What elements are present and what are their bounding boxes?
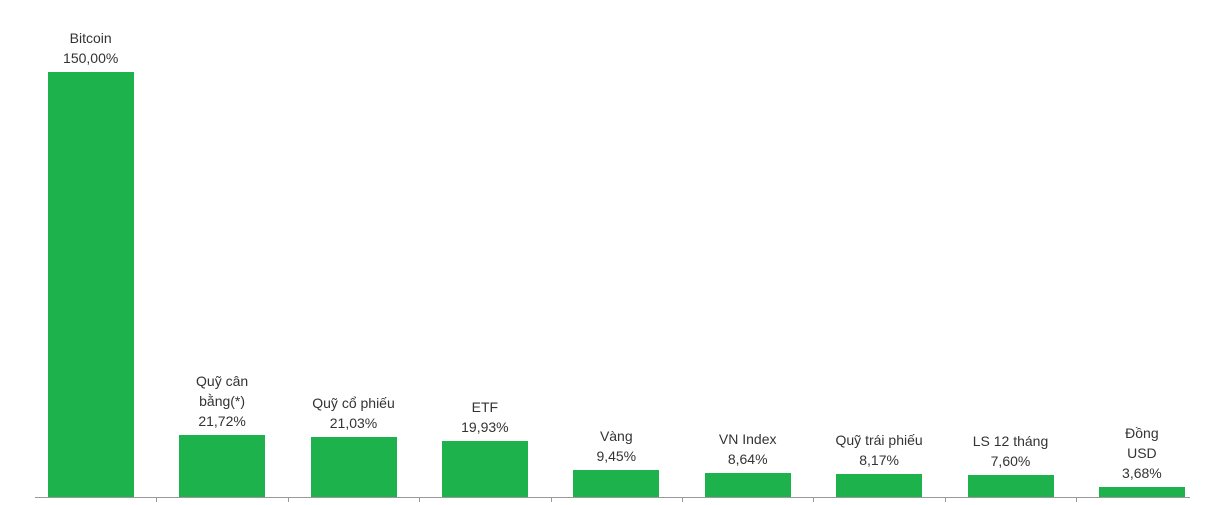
bar [310, 437, 397, 497]
bar [441, 440, 528, 497]
value-label: 19,93% [461, 418, 509, 435]
axis-separator [419, 497, 421, 502]
bar-label: Vàng 9,45% [551, 426, 681, 466]
category-label: Bitcoin [69, 30, 112, 46]
category-label: Quỹ trái phiếu [835, 431, 923, 448]
x-axis-line [35, 497, 1190, 498]
axis-separator [682, 497, 683, 502]
bar [179, 435, 266, 497]
bar [1098, 486, 1185, 497]
axis-separator [813, 497, 815, 502]
value-label: 21,03% [329, 415, 378, 432]
axis-separator [944, 497, 946, 502]
bar [967, 475, 1054, 497]
bar [573, 470, 660, 497]
bar [47, 72, 134, 497]
bar-label: VN Index 8,64% [683, 429, 813, 469]
axis-separator [287, 497, 289, 502]
axis-separator [1076, 497, 1078, 502]
category-label: Quỹ cân bằng(*) [196, 373, 249, 410]
value-label: 21,72% [198, 413, 246, 430]
value-label: 9,45% [596, 448, 637, 465]
category-label: Quỹ cổ phiếu [312, 395, 395, 412]
category-label: ETF [471, 398, 499, 415]
bar [836, 473, 923, 497]
bar-label: Đồng USD 3,68% [1112, 423, 1172, 483]
bar [704, 472, 791, 497]
category-label: Vàng [599, 428, 633, 445]
bar-label: Quỹ cổ phiếu 21,03% [289, 393, 419, 433]
category-label: VN Index [718, 430, 777, 447]
bar-label: ETF 19,93% [420, 397, 550, 437]
category-label: Đồng USD [1125, 424, 1159, 461]
value-label: 7,60% [990, 453, 1031, 470]
axis-separator [156, 497, 158, 502]
value-label: 3,68% [1122, 464, 1162, 481]
axis-separator [550, 497, 552, 502]
value-label: 8,64% [727, 450, 768, 467]
value-label: 8,17% [859, 451, 899, 468]
bar-label: Bitcoin 150,00% [26, 28, 156, 68]
value-label: 150,00% [63, 50, 119, 66]
bar-label: Quỹ cân bằng(*) 21,72% [192, 371, 252, 431]
bar-label: Quỹ trái phiếu 8,17% [814, 430, 944, 470]
category-label: LS 12 tháng [972, 433, 1049, 450]
bar-label: LS 12 tháng 7,60% [946, 431, 1076, 471]
